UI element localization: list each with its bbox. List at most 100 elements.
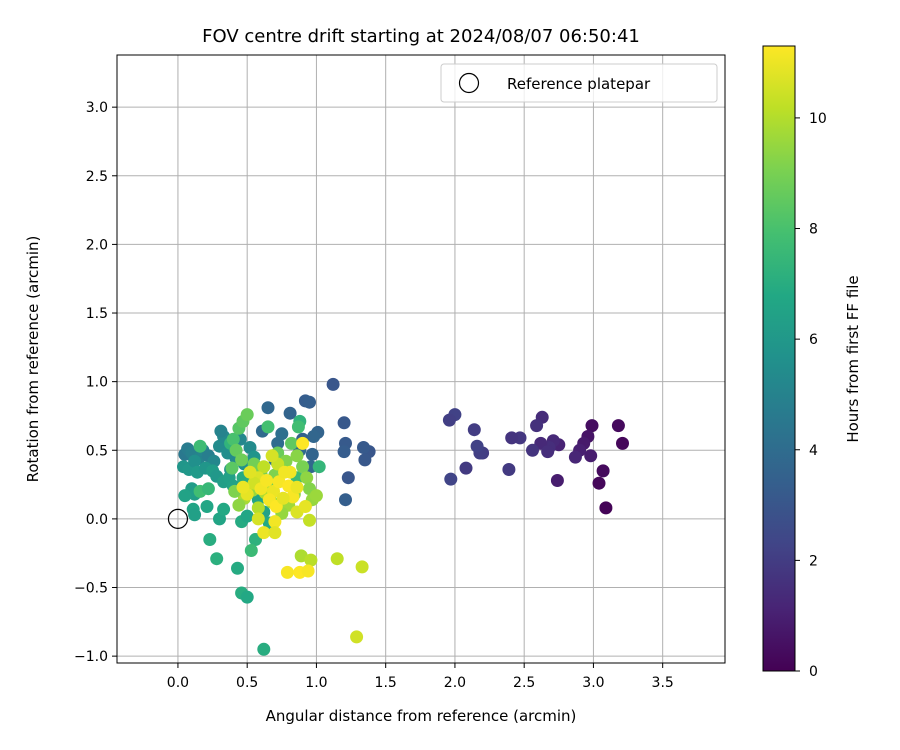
legend-marker-reference xyxy=(458,72,480,94)
data-point xyxy=(470,439,484,453)
colorbar: 0 2 4 6 8 10 Hours from first FF file xyxy=(762,45,862,680)
data-point xyxy=(275,427,289,441)
grid-lines xyxy=(117,55,725,663)
y-tick-label: 1.5 xyxy=(86,306,108,322)
y-axis-label: Rotation from reference (arcmin) xyxy=(24,236,42,483)
data-point xyxy=(298,500,312,513)
data-point xyxy=(268,515,282,529)
y-tick-label: −1.0 xyxy=(74,649,108,665)
data-point xyxy=(341,471,355,485)
data-point xyxy=(257,460,271,474)
data-point xyxy=(303,513,316,527)
data-point xyxy=(303,395,316,409)
data-point xyxy=(467,423,481,437)
x-tick-label: 1.5 xyxy=(375,675,397,691)
data-point xyxy=(225,461,239,475)
data-point xyxy=(611,419,625,433)
data-point xyxy=(236,480,250,494)
data-point xyxy=(307,430,321,443)
data-point xyxy=(526,443,539,457)
data-point xyxy=(188,454,202,468)
data-point xyxy=(599,501,613,515)
data-point xyxy=(585,419,599,433)
data-point xyxy=(200,500,214,513)
data-point xyxy=(541,445,555,459)
data-point xyxy=(251,501,265,515)
data-point xyxy=(296,460,310,474)
x-axis: 0.0 0.5 1.0 1.5 2.0 2.5 3.0 3.5 xyxy=(167,663,674,691)
data-point xyxy=(296,436,310,450)
data-point xyxy=(231,561,244,575)
y-tick-label: 0.5 xyxy=(86,443,108,459)
data-point xyxy=(358,453,372,467)
data-point xyxy=(502,463,516,476)
colorbar-tick-label: 4 xyxy=(809,443,818,459)
data-point xyxy=(326,377,340,391)
data-point xyxy=(276,491,290,505)
data-point xyxy=(357,441,370,454)
data-points xyxy=(167,377,629,656)
colorbar-tick-label: 0 xyxy=(809,664,818,680)
y-tick-label: 0.0 xyxy=(86,512,108,528)
data-point xyxy=(444,472,458,486)
data-point xyxy=(616,436,629,450)
legend-box xyxy=(440,63,718,103)
data-point xyxy=(257,642,271,656)
x-tick-label: 0.0 xyxy=(167,675,189,691)
data-point xyxy=(240,408,254,422)
data-point xyxy=(290,480,304,494)
colorbar-tick-label: 10 xyxy=(809,111,827,127)
data-point xyxy=(530,419,544,433)
x-tick-label: 3.5 xyxy=(652,675,674,691)
data-point xyxy=(188,508,202,522)
data-point xyxy=(300,471,314,485)
y-tick-label: 2.5 xyxy=(86,169,108,185)
data-point xyxy=(592,476,606,490)
data-point xyxy=(596,464,610,478)
data-point xyxy=(305,447,319,461)
data-point xyxy=(459,461,473,475)
data-point xyxy=(442,413,456,427)
data-point xyxy=(505,431,519,445)
data-point xyxy=(244,544,258,557)
data-point xyxy=(217,502,231,516)
data-point xyxy=(261,401,275,415)
x-tick-label: 0.5 xyxy=(236,675,258,691)
data-point xyxy=(550,474,564,487)
colorbar-label: Hours from first FF file xyxy=(844,275,862,442)
data-point xyxy=(226,432,240,446)
x-tick-label: 2.0 xyxy=(444,675,466,691)
data-point xyxy=(235,453,249,467)
y-tick-label: −0.5 xyxy=(74,581,108,597)
reference-platepar-marker xyxy=(167,508,189,529)
colorbar-tick-label: 6 xyxy=(809,332,818,348)
data-point xyxy=(290,449,304,463)
data-point xyxy=(568,450,582,464)
x-tick-label: 2.5 xyxy=(513,675,535,691)
data-point xyxy=(240,590,254,604)
y-tick-label: 2.0 xyxy=(86,237,108,253)
x-tick-label: 3.0 xyxy=(582,675,604,691)
data-point xyxy=(229,443,243,457)
data-point xyxy=(291,420,305,434)
data-point xyxy=(283,465,297,479)
data-point xyxy=(339,493,352,507)
data-point xyxy=(301,564,315,578)
legend-label-reference: Reference platepar xyxy=(507,75,651,93)
data-point xyxy=(214,424,228,438)
data-point xyxy=(178,489,192,503)
legend: Reference platepar xyxy=(440,63,718,103)
data-point xyxy=(304,553,318,567)
data-point xyxy=(330,552,344,566)
colorbar-ticks: 0 2 4 6 8 10 xyxy=(795,111,827,680)
colorbar-gradient xyxy=(762,45,796,672)
data-point xyxy=(260,474,274,487)
x-tick-label: 1.0 xyxy=(305,675,327,691)
data-point xyxy=(261,420,275,434)
plot-frame xyxy=(116,54,726,664)
data-point xyxy=(337,416,351,430)
data-point xyxy=(350,630,364,644)
data-point xyxy=(272,475,286,489)
data-point xyxy=(210,552,224,566)
